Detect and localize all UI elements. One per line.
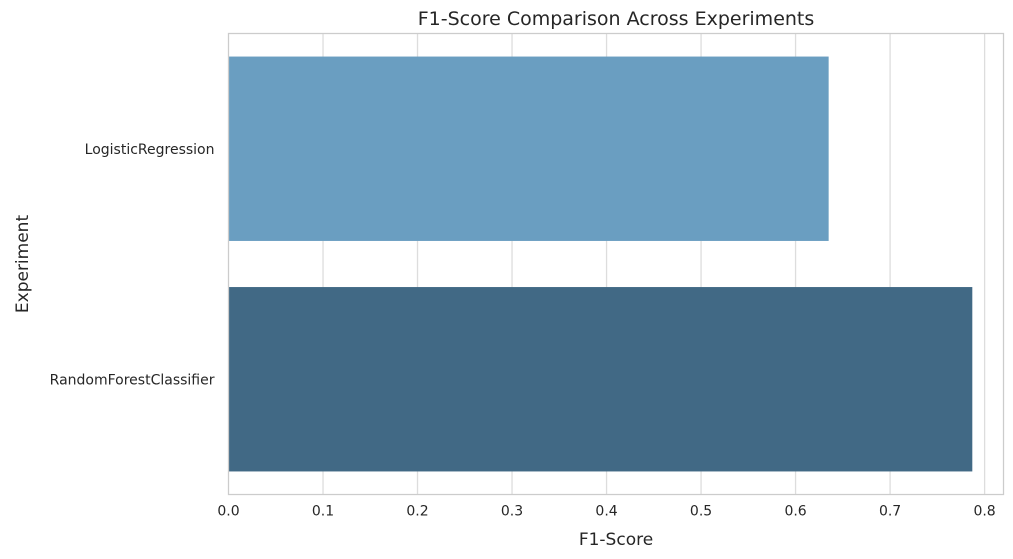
y-tick-label: RandomForestClassifier	[50, 372, 215, 388]
x-tick-label: 0.6	[784, 504, 806, 520]
bar-layer	[228, 56, 973, 472]
x-tick-label: 0.2	[406, 504, 428, 520]
x-tick-label: 0.0	[217, 504, 239, 520]
y-tick-label: LogisticRegression	[85, 142, 215, 158]
plot-frame	[227, 32, 1005, 496]
x-tick-label: 0.5	[690, 504, 712, 520]
chart-title: F1-Score Comparison Across Experiments	[418, 8, 815, 30]
bar-RandomForestClassifier	[228, 287, 973, 472]
y-axis-label: Experiment	[13, 215, 33, 314]
x-tick-label: 0.1	[312, 504, 334, 520]
x-tick-label: 0.8	[973, 504, 995, 520]
x-tick-label: 0.4	[595, 504, 617, 520]
bar-LogisticRegression	[228, 56, 829, 241]
x-tick-label: 0.7	[879, 504, 901, 520]
y-tick-labels: LogisticRegression RandomForestClassifier	[50, 142, 215, 389]
x-tick-label: 0.3	[501, 504, 523, 520]
x-axis-label: F1-Score	[579, 530, 653, 550]
x-tick-labels: 0.0 0.1 0.2 0.3 0.4 0.5 0.6 0.7 0.8	[217, 504, 995, 520]
